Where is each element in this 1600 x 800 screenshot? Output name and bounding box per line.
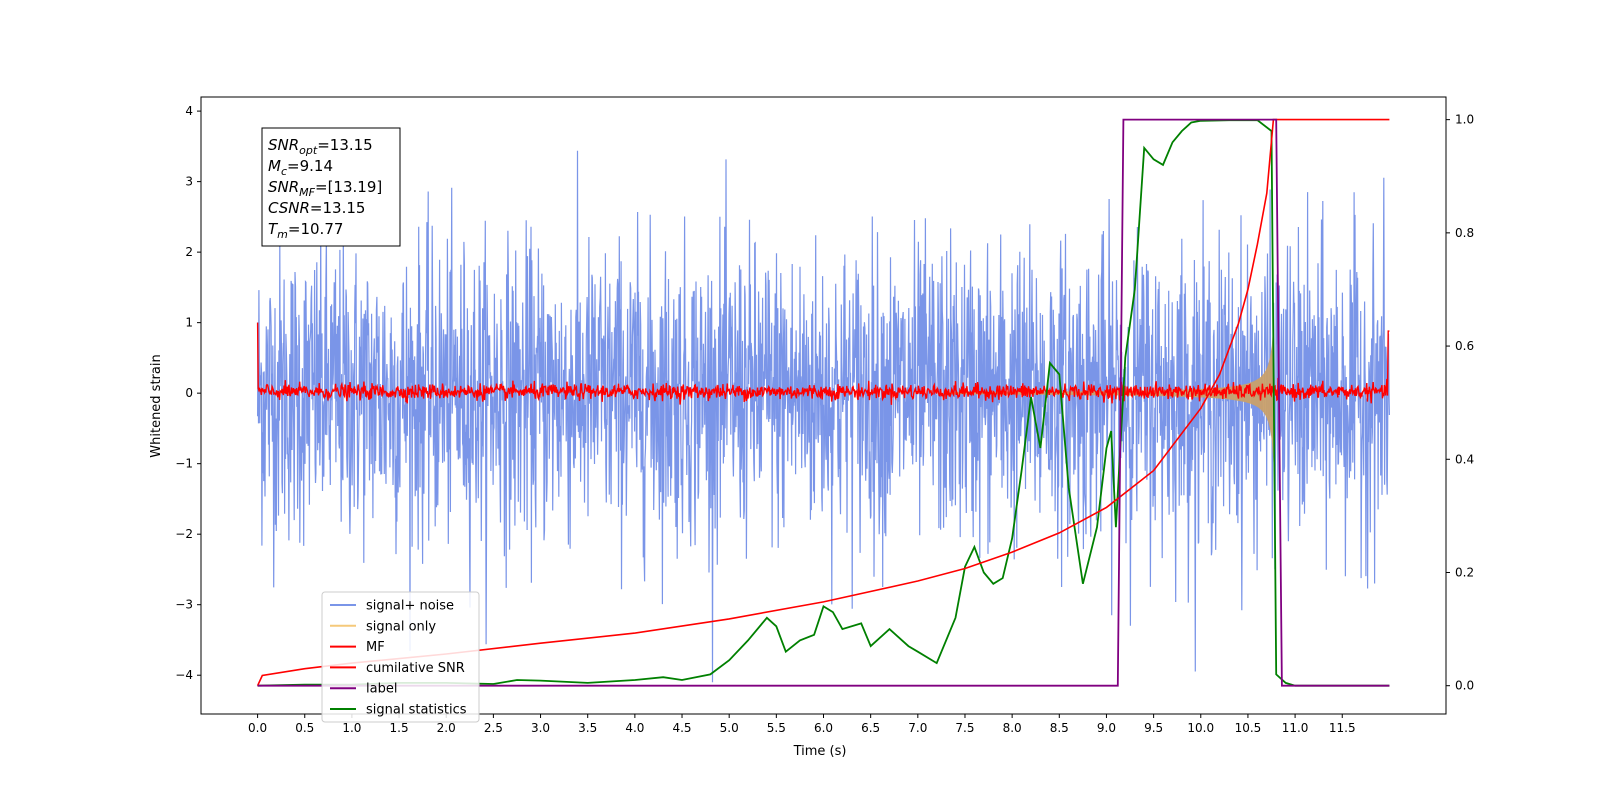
y-tick-label: 4 bbox=[185, 104, 193, 118]
x-tick-label: 8.5 bbox=[1050, 721, 1069, 735]
x-tick-label: 1.0 bbox=[342, 721, 361, 735]
x-tick-label: 0.5 bbox=[295, 721, 314, 735]
legend: signal+ noise signal only MF cumilative SNR… bbox=[321, 591, 480, 723]
legend-label: MF bbox=[366, 640, 385, 655]
y2-tick-label: 0.0 bbox=[1455, 679, 1474, 693]
x-tick-label: 11.5 bbox=[1329, 721, 1356, 735]
series-signal-plus-noise bbox=[257, 150, 1390, 683]
x-tick-label: 7.0 bbox=[908, 721, 927, 735]
y-tick-label: −4 bbox=[175, 668, 193, 682]
x-tick-label: 3.0 bbox=[531, 721, 550, 735]
y-axis-label: Whitened strain bbox=[149, 354, 164, 457]
y-axis-right: 1.0 0.8 0.6 0.4 0.2 0.0 bbox=[1446, 113, 1474, 693]
annotation-line: SNRopt=13.15 bbox=[268, 136, 373, 157]
x-tick-label: 2.5 bbox=[484, 721, 503, 735]
y2-tick-label: 0.4 bbox=[1455, 452, 1474, 466]
x-tick-label: 9.5 bbox=[1144, 721, 1163, 735]
x-tick-label: 3.5 bbox=[578, 721, 597, 735]
x-tick-label: 0.0 bbox=[248, 721, 267, 735]
x-tick-label: 5.5 bbox=[767, 721, 786, 735]
x-tick-label: 11.0 bbox=[1282, 721, 1309, 735]
y-tick-label: −1 bbox=[175, 457, 193, 471]
annotation-line: Tm=10.77 bbox=[268, 220, 343, 241]
x-tick-label: 5.0 bbox=[720, 721, 739, 735]
annotation-line: Mc=9.14 bbox=[268, 157, 333, 178]
x-tick-label: 1.5 bbox=[390, 721, 409, 735]
x-tick-label: 4.0 bbox=[625, 721, 644, 735]
legend-label: signal only bbox=[366, 619, 436, 634]
legend-label: signal+ noise bbox=[366, 599, 454, 614]
x-tick-label: 9.0 bbox=[1097, 721, 1116, 735]
y-tick-label: −3 bbox=[175, 598, 193, 612]
legend-box bbox=[321, 591, 480, 723]
annotation-box bbox=[261, 127, 401, 247]
series-signal-statistics bbox=[257, 119, 1390, 687]
y-tick-label: −2 bbox=[175, 527, 193, 541]
legend-label: cumilative SNR bbox=[366, 661, 465, 676]
annotation-line: SNRMF=[13.19] bbox=[268, 178, 382, 199]
y-tick-label: 1 bbox=[185, 316, 193, 330]
x-tick-label: 8.0 bbox=[1003, 721, 1022, 735]
series-label bbox=[257, 118, 1390, 687]
legend-label: signal statistics bbox=[366, 703, 467, 718]
x-tick-label: 6.5 bbox=[861, 721, 880, 735]
y-tick-label: 0 bbox=[185, 386, 193, 400]
y-tick-label: 3 bbox=[185, 175, 193, 189]
x-tick-label: 4.5 bbox=[672, 721, 691, 735]
x-tick-label: 10.0 bbox=[1187, 721, 1214, 735]
x-tick-label: 6.0 bbox=[814, 721, 833, 735]
y2-tick-label: 0.2 bbox=[1455, 565, 1474, 579]
x-tick-label: 2.0 bbox=[437, 721, 456, 735]
legend-label: label bbox=[366, 682, 397, 697]
series-mf bbox=[256, 322, 1390, 405]
y2-tick-label: 0.8 bbox=[1455, 226, 1474, 240]
y2-tick-label: 1.0 bbox=[1455, 113, 1474, 127]
x-tick-label: 7.5 bbox=[955, 721, 974, 735]
y2-tick-label: 0.6 bbox=[1455, 339, 1474, 353]
y-tick-label: 2 bbox=[185, 245, 193, 259]
stats-annotation: SNRopt=13.15Mc=9.14SNRMF=[13.19]CSNR=13.… bbox=[261, 127, 401, 247]
x-axis: 0.0 0.5 1.0 1.5 2.0 2.5 3.0 3.5 4.0 4.5 5.0 5.5 6.0 6… bbox=[248, 714, 1356, 735]
x-axis-label: Time (s) bbox=[793, 744, 847, 759]
annotation-line: CSNR=13.15 bbox=[268, 199, 365, 217]
x-tick-label: 10.5 bbox=[1235, 721, 1262, 735]
y-axis-left: 4 3 2 1 0 −1 −2 −3 −4 bbox=[175, 104, 201, 682]
